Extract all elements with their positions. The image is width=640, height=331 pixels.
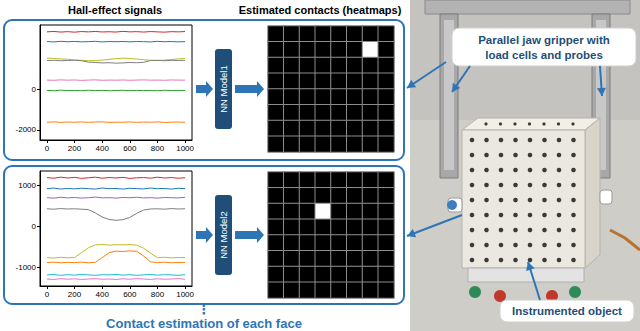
svg-text:0: 0 — [32, 222, 37, 231]
svg-text:NN Model1: NN Model1 — [218, 65, 229, 113]
svg-text:1000: 1000 — [18, 181, 36, 190]
svg-text:0: 0 — [45, 290, 50, 299]
svg-text:-1000: -1000 — [16, 263, 37, 272]
svg-text:1000: 1000 — [176, 144, 194, 153]
svg-text:-2000: -2000 — [16, 125, 37, 134]
svg-text:NN Model2: NN Model2 — [218, 211, 229, 259]
svg-text:200: 200 — [68, 290, 82, 299]
svg-text:600: 600 — [123, 144, 137, 153]
svg-text:Instrumented object: Instrumented object — [512, 305, 622, 317]
svg-text:0: 0 — [45, 144, 50, 153]
svg-text:1000: 1000 — [176, 290, 194, 299]
svg-text:200: 200 — [68, 144, 82, 153]
svg-text:load cells and probes: load cells and probes — [485, 49, 603, 61]
svg-text:Parallel jaw gripper with: Parallel jaw gripper with — [478, 34, 610, 46]
svg-text:0: 0 — [32, 85, 37, 94]
svg-text:400: 400 — [96, 290, 110, 299]
svg-text:800: 800 — [151, 144, 165, 153]
svg-text:Contact estimation of each fac: Contact estimation of each face — [106, 316, 302, 331]
svg-text:⋮: ⋮ — [198, 302, 211, 317]
svg-text:Estimated contacts (heatmaps): Estimated contacts (heatmaps) — [239, 4, 402, 16]
svg-text:600: 600 — [123, 290, 137, 299]
svg-text:400: 400 — [96, 144, 110, 153]
svg-text:800: 800 — [151, 290, 165, 299]
svg-text:Hall-effect signals: Hall-effect signals — [68, 4, 162, 16]
